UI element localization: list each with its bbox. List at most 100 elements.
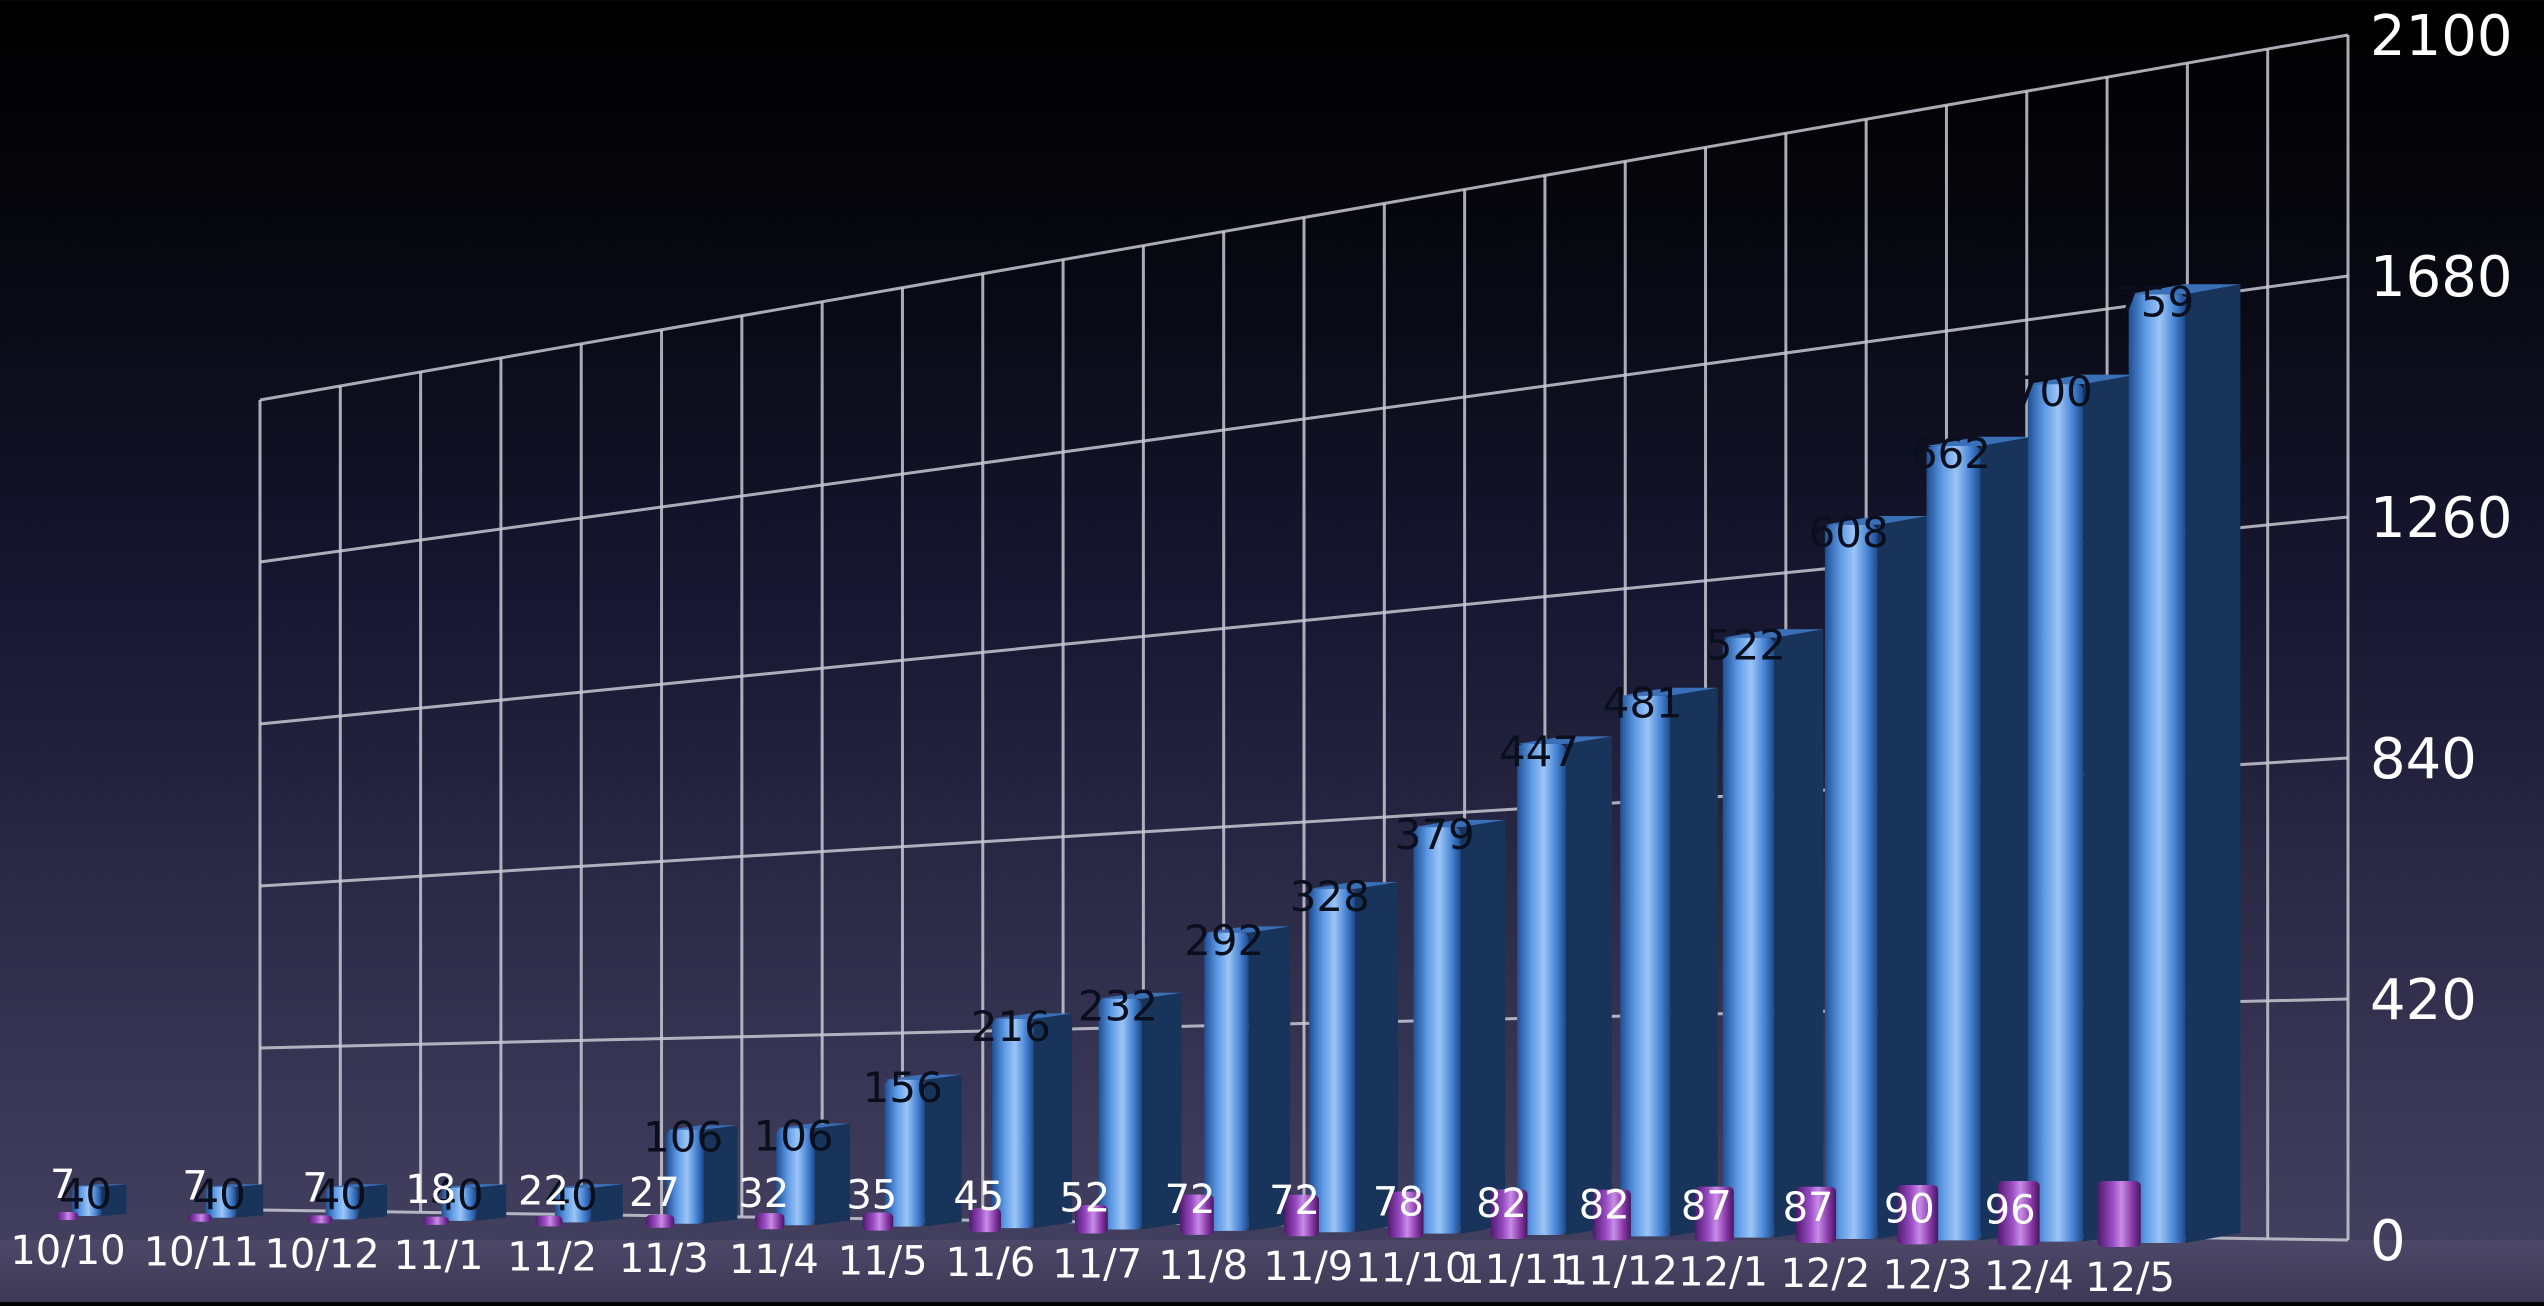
bar-series2 (1796, 1186, 1837, 1244)
data-label-series2: 45 (953, 1174, 1004, 1220)
x-tick-label: 12/1 (1678, 1250, 1768, 1296)
bar-series2 (1592, 1189, 1631, 1241)
bar-series1-top (1926, 436, 2033, 447)
data-label-series2: 87 (1681, 1184, 1732, 1230)
data-label-series1: 292 (1184, 916, 1264, 965)
bar-series2 (535, 1215, 563, 1227)
data-label-series2: 82 (1476, 1181, 1527, 1227)
bar-series1 (325, 1187, 359, 1220)
floor-plane (0, 1240, 2544, 1302)
data-label-series2: 72 (1165, 1177, 1216, 1223)
bar-series1 (1517, 744, 1566, 1235)
bar-series1-side (1033, 1013, 1073, 1229)
bar-series1-top (205, 1184, 264, 1187)
data-label-series1: 40 (430, 1171, 483, 1220)
bar-series1 (554, 1187, 591, 1223)
data-label-series1: 40 (314, 1170, 367, 1219)
x-tick-label: 11/2 (507, 1234, 597, 1280)
data-label-series1: 379 (1395, 810, 1475, 859)
y-tick-label: 2100 (2370, 4, 2513, 69)
bar-series1-side (236, 1184, 264, 1218)
x-tick-label: 11/6 (945, 1240, 1035, 1286)
x-tick-label: 11/8 (1158, 1243, 1248, 1289)
bar-series1-side (1774, 629, 1824, 1238)
data-label-series1: 216 (971, 1002, 1051, 1051)
bars-layer (55, 284, 2241, 1247)
x-tick-label: 12/5 (2085, 1255, 2175, 1301)
data-label-series1: 232 (1078, 982, 1158, 1031)
bar-series1 (1620, 695, 1671, 1237)
bar-series1-top (1517, 736, 1612, 745)
data-label-series1: 328 (1290, 872, 1370, 921)
bar-series1-side (358, 1184, 388, 1220)
bar-series1-top (1098, 992, 1182, 999)
bar-series1-side (1565, 736, 1612, 1235)
bar-series1 (1413, 827, 1461, 1234)
bar-series1-side (1980, 436, 2033, 1241)
x-tick-label: 10/12 (264, 1231, 379, 1277)
bar-series1-side (2185, 284, 2241, 1243)
data-label-series2: 90 (1884, 1186, 1935, 1232)
data-label-series2: 82 (1579, 1182, 1630, 1228)
bar-series1-side (1460, 819, 1506, 1234)
bar-series2 (307, 1215, 333, 1224)
bar-series2 (1694, 1186, 1734, 1242)
bar-series1 (441, 1187, 476, 1221)
bar-series1 (1204, 932, 1249, 1231)
bar-series1-top (1722, 629, 1824, 638)
bar-series1-top (992, 1013, 1073, 1019)
bar-series2 (1997, 1180, 2040, 1246)
bar-series1-side (924, 1074, 962, 1227)
bar-series1-side (2083, 374, 2137, 1242)
bar-series2 (2097, 1181, 2141, 1247)
bar-series1-side (814, 1123, 851, 1226)
bar-series1-top (1309, 882, 1399, 889)
bar-series2 (1179, 1194, 1214, 1235)
data-label-series1: 522 (1706, 621, 1786, 670)
bar-series1 (666, 1129, 704, 1224)
data-label-series2: 35 (846, 1173, 897, 1219)
y-tick-label: 1260 (2370, 486, 2513, 551)
data-label-series2: 96 (1985, 1188, 2036, 1234)
data-label-series2: 87 (1783, 1185, 1834, 1231)
data-label-series2: 7 (50, 1162, 75, 1208)
data-label-series1: 106 (643, 1113, 723, 1162)
bar-series1-top (72, 1184, 127, 1187)
labels-layer: 042084012601680210040710/1040710/1140710… (10, 4, 2512, 1301)
x-tick-label: 11/9 (1263, 1244, 1353, 1290)
x-tick-label: 11/10 (1355, 1246, 1470, 1292)
bar-series1 (1926, 446, 1981, 1241)
bar-series1-top (776, 1123, 851, 1129)
bar-series2 (1490, 1189, 1528, 1239)
data-label-series2: 27 (629, 1170, 680, 1216)
bar-series2 (754, 1213, 785, 1230)
bar-series1-side (590, 1184, 623, 1223)
bar-series1-top (554, 1184, 623, 1188)
data-label-series1: 40 (59, 1169, 112, 1218)
bar-series1-top (325, 1184, 388, 1188)
data-label-series1: 481 (1603, 679, 1683, 728)
bar-series1 (1824, 524, 1878, 1240)
bar-series1 (2027, 384, 2084, 1242)
data-label-series2: 18 (405, 1167, 456, 1213)
bar-series2 (55, 1212, 79, 1220)
bar-series1 (2128, 294, 2186, 1243)
bar-series1 (884, 1079, 925, 1227)
bar-series2 (1074, 1205, 1108, 1234)
y-tick-label: 840 (2370, 727, 2477, 792)
x-tick-label: 11/1 (394, 1233, 484, 1279)
data-label-series1: 447 (1499, 727, 1579, 776)
bar-series1 (1098, 998, 1142, 1230)
bar-series2 (1896, 1184, 1939, 1245)
data-label-series1: 700 (2013, 367, 2093, 416)
bar-series1 (72, 1186, 102, 1216)
data-label-series1: 40 (544, 1171, 597, 1220)
bar-series1-side (475, 1184, 507, 1221)
bar-series1-top (1204, 926, 1291, 933)
data-label-series2: 7 (302, 1165, 327, 1211)
bar-series1-top (2027, 374, 2137, 385)
data-label-series2: 52 (1059, 1175, 1110, 1221)
data-label-series2: 22 (518, 1168, 569, 1214)
bar-series2 (188, 1213, 212, 1222)
